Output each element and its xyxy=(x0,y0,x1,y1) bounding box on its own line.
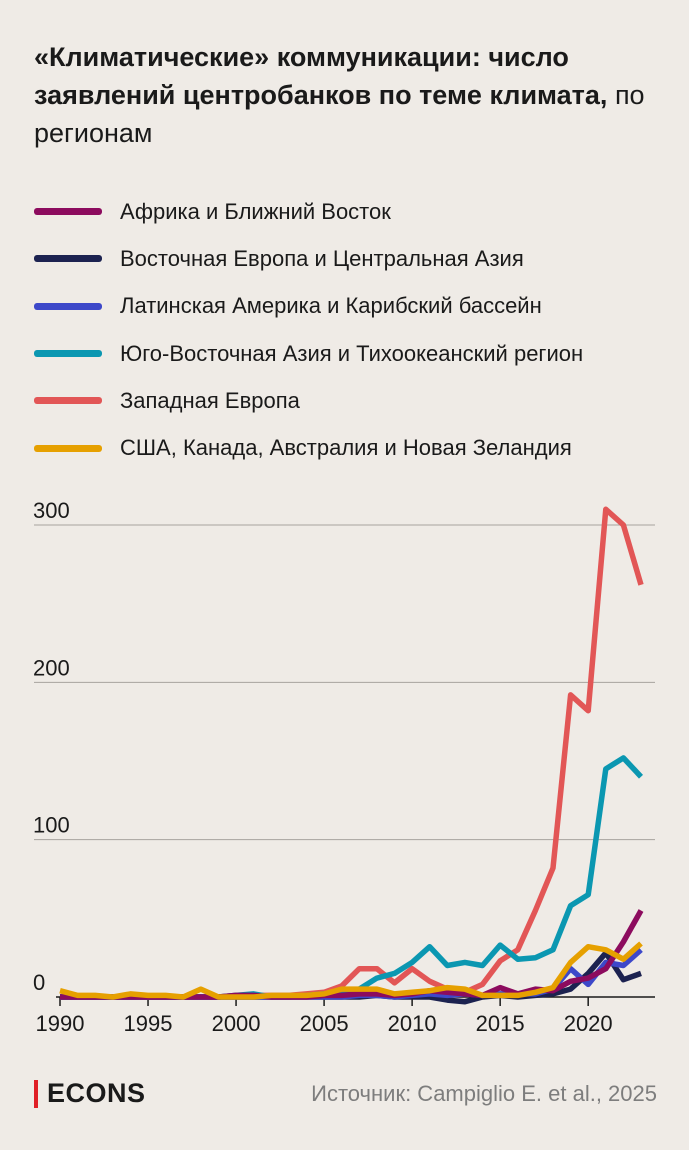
legend-item: США, Канада, Австралия и Новая Зеландия xyxy=(34,424,583,471)
x-tick-label: 2005 xyxy=(300,1011,349,1036)
brand-name: ECONS xyxy=(47,1078,146,1108)
x-tick-label: 2010 xyxy=(388,1011,437,1036)
legend: Африка и Ближний Восток Восточная Европа … xyxy=(34,188,583,472)
legend-label: Юго-Восточная Азия и Тихоокеанский регио… xyxy=(120,340,584,366)
legend-label: Африка и Ближний Восток xyxy=(120,198,391,224)
y-tick-label: 0 xyxy=(33,970,45,995)
legend-item: Латинская Америка и Карибский бассейн xyxy=(34,283,583,330)
x-tick-label: 2020 xyxy=(564,1011,613,1036)
legend-label: Латинская Америка и Карибский бассейн xyxy=(120,293,542,319)
legend-swatch xyxy=(34,255,102,263)
brand-bar xyxy=(34,1079,38,1108)
chart-title-light: по регионам xyxy=(34,80,645,148)
y-tick-label: 300 xyxy=(33,498,70,523)
x-tick-label: 1990 xyxy=(36,1011,85,1036)
y-tick-label: 100 xyxy=(33,813,70,838)
x-tick-label: 1995 xyxy=(124,1011,173,1036)
source-note: Источник: Campiglio E. et al., 2025 xyxy=(311,1081,657,1106)
legend-label: Западная Европа xyxy=(120,387,300,413)
legend-swatch xyxy=(34,302,102,310)
chart-title-bold: «Климатические» коммуникации: число заяв… xyxy=(34,42,608,110)
chart-title: «Климатические» коммуникации: число заяв… xyxy=(34,38,674,152)
series-line xyxy=(60,755,644,1000)
legend-label: США, Канада, Австралия и Новая Зеландия xyxy=(120,435,572,461)
series-line xyxy=(60,506,644,1000)
legend-item: Африка и Ближний Восток xyxy=(34,188,583,235)
x-tick-label: 2015 xyxy=(476,1011,525,1036)
y-tick-label: 200 xyxy=(33,655,70,680)
x-tick-label: 2000 xyxy=(212,1011,261,1036)
legend-swatch xyxy=(34,208,102,216)
legend-item: Западная Европа xyxy=(34,377,583,424)
legend-swatch xyxy=(34,350,102,358)
legend-label: Восточная Европа и Центральная Азия xyxy=(120,245,524,271)
brand-logo: ECONS xyxy=(34,1078,146,1109)
line-chart: 0 100 200 300 1990 1995 2000 2005 2010 2015 2020 xyxy=(33,498,655,1036)
legend-swatch xyxy=(34,444,102,452)
legend-swatch xyxy=(34,397,102,405)
legend-item: Восточная Европа и Центральная Азия xyxy=(34,235,583,282)
series-line xyxy=(59,941,643,1000)
legend-item: Юго-Восточная Азия и Тихоокеанский регио… xyxy=(34,330,583,377)
